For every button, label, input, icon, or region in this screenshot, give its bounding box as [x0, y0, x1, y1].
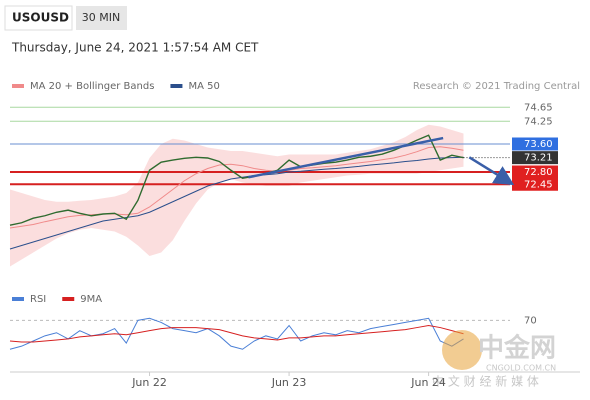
- y-tick-label: 74.65: [524, 102, 553, 113]
- level-box: [512, 151, 558, 165]
- y-tick-label: 70: [524, 315, 537, 326]
- bollinger-band: [10, 124, 464, 267]
- level-box: [512, 137, 558, 151]
- legend-label: MA 20 + Bollinger Bands: [30, 81, 154, 92]
- datetime: Thursday, June 24, 2021 1:57:54 AM CET: [11, 41, 259, 55]
- watermark: 中金网 CNGOLD.COM.CN 中 文 财 经 新 媒 体: [432, 330, 556, 389]
- legend-swatch: [62, 297, 75, 301]
- watermark-slogan: 中 文 财 经 新 媒 体: [432, 374, 539, 389]
- source: Research © 2021 Trading Central: [413, 81, 580, 92]
- price-line: [9, 134, 464, 226]
- legend-label: 9MA: [80, 294, 102, 305]
- timeframe[interactable]: 30 MIN: [82, 11, 120, 24]
- symbol-box: [4, 5, 73, 31]
- ma-line: [9, 156, 464, 250]
- rsi-line: [9, 324, 464, 343]
- legend-label: RSI: [30, 294, 46, 305]
- y-tick-label: 72.45: [524, 179, 553, 190]
- y-tick-label: 72.80: [524, 167, 553, 178]
- trendline: [248, 136, 444, 179]
- x-tick-label: Jun 22: [131, 376, 167, 389]
- legend-swatch: [12, 297, 24, 301]
- y-tick-label: 73.60: [524, 139, 553, 150]
- rsi-line: [9, 317, 464, 350]
- trendline: [468, 156, 515, 186]
- level-box: [512, 165, 558, 179]
- legend-swatch: [170, 84, 183, 88]
- y-tick-label: 74.25: [524, 116, 553, 127]
- x-tick-label: Jun 24: [410, 376, 446, 389]
- level-box: [512, 177, 558, 191]
- y-tick-label: 73.21: [524, 153, 553, 164]
- x-tick-label: Jun 23: [271, 376, 307, 389]
- watermark-name: 中金网: [478, 333, 556, 364]
- watermark-logo: [442, 330, 482, 370]
- legend-label: MA 50: [188, 81, 219, 92]
- symbol: USOUSD: [12, 11, 69, 25]
- timeframe-tab[interactable]: [76, 6, 127, 30]
- watermark-url: CNGOLD.COM.CN: [486, 364, 556, 373]
- legend-swatch: [12, 84, 24, 88]
